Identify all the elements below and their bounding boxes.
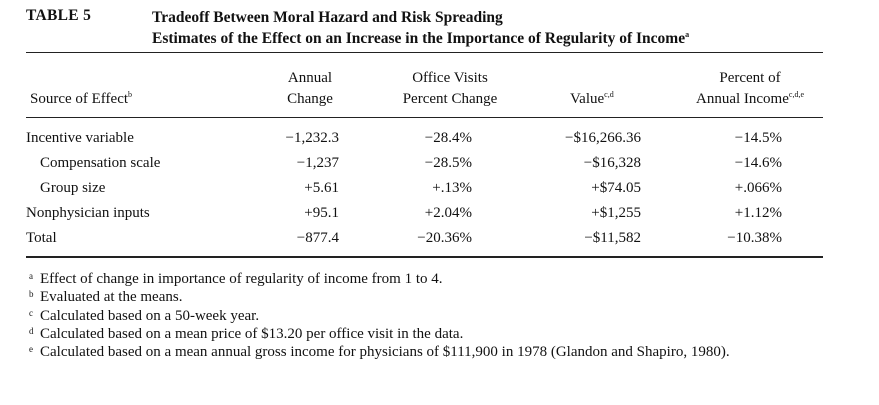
row-label: Total [26,230,57,246]
table-label: TABLE 5 [26,7,92,24]
header-source: Source of Effectb [30,89,132,110]
footnote: c Calculated based on a 50-week year. [26,307,826,325]
footnote-mark: e [29,344,33,355]
table-title-line-2-text: Estimates of the Effect on an Increase i… [152,30,686,47]
header-percent-line-2-text: Annual Income [696,91,789,107]
cell-office: −28.4% [424,130,472,146]
footnote: d Calculated based on a mean price of $13… [26,325,826,343]
cell-office: +.13% [432,180,472,196]
footnote: e Calculated based on a mean annual gross… [26,343,826,361]
footnote-mark: b [29,289,34,300]
top-rule [26,52,823,53]
cell-percent: −14.6% [734,155,782,171]
row-label: Group size [40,180,106,196]
table-row: Compensation scale −1,237 −28.5% −$16,32… [0,155,879,180]
cell-annual: +95.1 [304,205,339,221]
bottom-rule [26,256,823,258]
footnote-mark: c [29,307,33,318]
row-label: Nonphysician inputs [26,205,150,221]
header-office-line-1: Office Visits [412,70,488,86]
header-rule [26,117,823,118]
footnotes: a Effect of change in importance of regul… [26,270,826,361]
footnote-text: Calculated based on a mean price of $13.… [40,325,464,342]
header-value: Valuec,d [570,89,614,110]
header-percent-income: Percent of Annual Incomec,d,e [670,68,830,110]
cell-annual: +5.61 [304,180,339,196]
header-value-sup: c,d [604,90,614,99]
footnote-text: Calculated based on a mean annual gross … [40,344,730,361]
row-label: Compensation scale [40,155,161,171]
cell-percent: +1.12% [734,205,782,221]
table-title-line-2: Estimates of the Effect on an Increase i… [152,28,689,49]
cell-percent: −10.38% [727,230,782,246]
header-percent-line-2: Annual Incomec,d,e [670,89,830,110]
cell-annual: −1,232.3 [285,130,339,146]
table-row: Total −877.4 −20.36% −$11,582 −10.38% [0,230,879,255]
table-row: Incentive variable −1,232.3 −28.4% −$16,… [0,130,879,155]
cell-office: +2.04% [424,205,472,221]
table-title-line-1: Tradeoff Between Moral Hazard and Risk S… [152,9,503,26]
header-source-sup: b [128,90,133,99]
cell-value: +$1,255 [591,205,641,221]
table-title: Tradeoff Between Moral Hazard and Risk S… [152,7,689,49]
cell-percent: +.066% [734,180,782,196]
header-annual-line-2: Change [287,91,333,107]
header-percent-line-1: Percent of [719,70,781,86]
footnote-mark: a [29,271,33,281]
cell-office: −20.36% [417,230,472,246]
cell-office: −28.5% [424,155,472,171]
header-annual-change: Annual Change [260,68,360,110]
header-percent-sup: c,d,e [788,90,804,99]
footnote: b Evaluated at the means. [26,288,826,306]
footnote: a Effect of change in importance of regul… [26,270,826,288]
header-source-text: Source of Effect [30,91,129,107]
cell-annual: −877.4 [296,230,339,246]
cell-value: −$11,582 [584,230,641,246]
cell-annual: −1,237 [296,155,339,171]
cell-value: −$16,328 [583,155,641,171]
header-office-visits: Office Visits Percent Change [375,68,525,110]
footnote-text: Calculated based on a 50-week year. [40,307,260,324]
header-value-text: Value [570,91,605,107]
cell-value: −$16,266.36 [565,130,641,146]
header-office-line-2: Percent Change [402,91,498,107]
table-row: Group size +5.61 +.13% +$74.05 +.066% [0,180,879,205]
table-row: Nonphysician inputs +95.1 +2.04% +$1,255… [0,205,879,230]
footnote-text: Evaluated at the means. [40,289,183,306]
footnote-mark: d [29,325,34,336]
cell-value: +$74.05 [591,180,641,196]
header-annual-line-1: Annual [287,70,333,86]
cell-percent: −14.5% [734,130,782,146]
table-title-footnote-mark: a [685,30,690,39]
footnote-text: Effect of change in importance of regula… [40,271,443,287]
row-label: Incentive variable [26,130,134,146]
